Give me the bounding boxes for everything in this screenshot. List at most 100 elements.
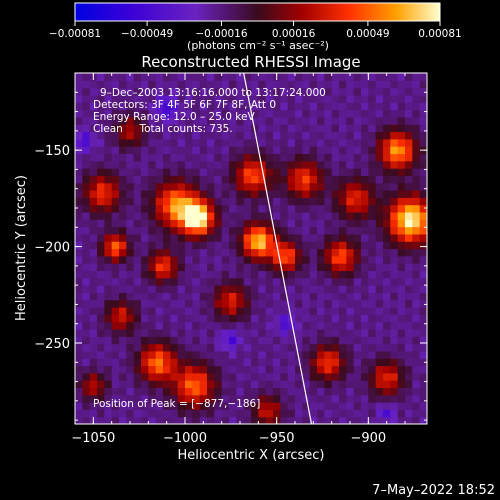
- heatmap-cell: [295, 116, 303, 125]
- heatmap-cell: [412, 204, 421, 213]
- heatmap-cell: [375, 124, 384, 133]
- heatmap-cell: [346, 219, 355, 228]
- heatmap-cell: [185, 248, 193, 257]
- heatmap-cell: [397, 109, 406, 118]
- heatmap-cell: [148, 394, 157, 403]
- heatmap-cell: [368, 255, 377, 264]
- heatmap-cell: [199, 168, 208, 176]
- heatmap-cell: [353, 299, 362, 308]
- heatmap-cell: [133, 94, 142, 103]
- heatmap-cell: [133, 109, 142, 118]
- heatmap-cell: [273, 292, 281, 301]
- heatmap-cell: [302, 328, 311, 337]
- heatmap-cell: [331, 241, 340, 250]
- heatmap-cell: [133, 211, 142, 220]
- heatmap-cell: [390, 270, 399, 279]
- heatmap-cell: [207, 248, 215, 257]
- heatmap-cell: [339, 321, 347, 330]
- heatmap-cell: [170, 190, 179, 198]
- heatmap-cell: [251, 255, 259, 264]
- heatmap-cell: [148, 87, 157, 96]
- heatmap-cell: [111, 182, 120, 191]
- heatmap-cell: [104, 372, 113, 381]
- heatmap-cell: [163, 328, 171, 337]
- heatmap-cell: [229, 87, 237, 96]
- heatmap-cell: [412, 277, 421, 286]
- heatmap-cell: [309, 416, 318, 424]
- heatmap-cell: [133, 365, 142, 374]
- heatmap-cell: [368, 102, 377, 111]
- heatmap-cell: [361, 153, 369, 162]
- heatmap-cell: [346, 248, 355, 257]
- heatmap-cell: [229, 182, 237, 191]
- heatmap-cell: [133, 336, 142, 345]
- heatmap-cell: [405, 138, 413, 147]
- heatmap-cell: [119, 168, 127, 176]
- heatmap-cell: [375, 131, 384, 140]
- heatmap-cell: [133, 372, 142, 381]
- heatmap-cell: [243, 307, 252, 315]
- heatmap-cell: [126, 73, 135, 81]
- heatmap-cell: [280, 211, 289, 220]
- heatmap-cell: [265, 372, 274, 381]
- heatmap-cell: [324, 146, 333, 155]
- heatmap-cell: [383, 219, 391, 228]
- heatmap-cell: [229, 233, 237, 242]
- heatmap-cell: [75, 307, 83, 315]
- heatmap-cell: [163, 292, 171, 301]
- heatmap-cell: [397, 233, 406, 242]
- heatmap-cell: [251, 372, 259, 381]
- heatmap-cell: [280, 138, 289, 147]
- heatmap-cell: [397, 314, 406, 323]
- heatmap-cell: [229, 336, 237, 345]
- heatmap-cell: [170, 248, 179, 257]
- heatmap-cell: [390, 226, 399, 235]
- heatmap-cell: [126, 255, 135, 264]
- heatmap-cell: [412, 94, 421, 103]
- heatmap-cell: [229, 219, 237, 228]
- heatmap-cell: [229, 190, 237, 198]
- heatmap-cell: [214, 336, 223, 345]
- heatmap-cell: [331, 372, 340, 381]
- heatmap-cell: [192, 211, 201, 220]
- heatmap-cell: [236, 102, 245, 111]
- heatmap-cell: [126, 153, 135, 162]
- heatmap-cell: [163, 387, 171, 396]
- heatmap-cell: [302, 211, 311, 220]
- heatmap-cell: [126, 160, 135, 169]
- heatmap-cell: [405, 168, 413, 176]
- heatmap-cell: [287, 328, 296, 337]
- heatmap-cell: [302, 190, 311, 198]
- heatmap-cell: [133, 402, 142, 410]
- heatmap-cell: [126, 358, 135, 367]
- heatmap-cell: [419, 263, 427, 272]
- heatmap-cell: [155, 277, 164, 286]
- heatmap-cell: [353, 402, 362, 410]
- heatmap-cell: [361, 328, 369, 337]
- heatmap-cell: [273, 190, 281, 198]
- heatmap-cell: [207, 94, 215, 103]
- heatmap-cell: [258, 197, 267, 206]
- heatmap-cell: [141, 336, 149, 345]
- heatmap-cell: [236, 255, 245, 264]
- heatmap-cell: [75, 409, 83, 418]
- heatmap-cell: [375, 204, 384, 213]
- heatmap-cell: [126, 372, 135, 381]
- heatmap-cell: [163, 87, 171, 96]
- heatmap-cell: [339, 73, 347, 81]
- heatmap-cell: [221, 226, 230, 235]
- heatmap-cell: [75, 102, 83, 111]
- heatmap-cell: [287, 102, 296, 111]
- heatmap-cell: [155, 394, 164, 403]
- heatmap-cell: [236, 409, 245, 418]
- heatmap-cell: [251, 307, 259, 315]
- heatmap-cell: [82, 321, 91, 330]
- heatmap-cell: [331, 94, 340, 103]
- heatmap-cell: [192, 109, 201, 118]
- heatmap-cell: [229, 204, 237, 213]
- heatmap-cell: [82, 102, 91, 111]
- heatmap-cell: [375, 350, 384, 359]
- heatmap-cell: [148, 248, 157, 257]
- heatmap-cell: [141, 380, 149, 389]
